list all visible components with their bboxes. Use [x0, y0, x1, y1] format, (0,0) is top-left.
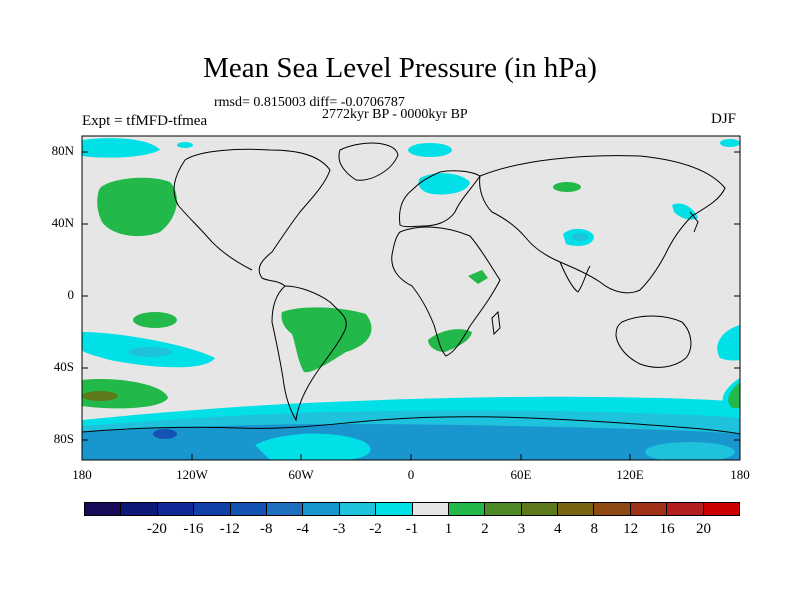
colorbar-swatch	[85, 503, 122, 515]
colorbar-label: 12	[623, 521, 639, 537]
colorbar-label: -2	[369, 521, 382, 537]
colorbar-swatch	[485, 503, 522, 515]
lon-label-60w: 60W	[288, 467, 314, 482]
south-africa-green	[428, 329, 472, 352]
colorbar	[84, 502, 740, 516]
experiment-label: Expt = tfMFD-tfmea	[82, 113, 208, 129]
colorbar-swatch	[266, 503, 304, 515]
colorbar-label: 1	[444, 521, 453, 537]
colorbar-label: -3	[332, 521, 346, 537]
lon-label-0: 0	[407, 467, 415, 482]
lat-label-80s: 80S	[53, 431, 74, 446]
japan-cyan	[672, 203, 698, 220]
east-africa-green	[468, 270, 488, 284]
north-america-coast	[173, 148, 331, 287]
south-america-coast	[271, 285, 347, 422]
greenland-coast	[338, 142, 399, 181]
lon-label-180w: 180	[72, 467, 92, 482]
southern-cyan-patch	[255, 433, 371, 460]
asia-green	[553, 182, 581, 192]
lat-label-80n: 80N	[51, 143, 74, 158]
lat-label-0: 0	[67, 287, 75, 302]
colorbar-label: -4	[296, 521, 309, 537]
lat-label-40s: 40S	[53, 359, 74, 374]
colorbar-swatch	[121, 503, 158, 515]
lon-label-60e: 60E	[510, 467, 532, 482]
south-pacific-blue	[128, 347, 172, 357]
colorbar-swatch	[230, 503, 267, 515]
map-title: Mean Sea Level Pressure (in hPa)	[203, 52, 597, 84]
south-america-green	[281, 307, 372, 373]
lat-label-40n: 40N	[51, 215, 74, 230]
colorbar-swatch	[376, 503, 413, 515]
arctic-cyan-1	[82, 138, 160, 158]
north-pacific-green	[97, 177, 177, 237]
colorbar-label: -20	[146, 521, 167, 537]
colorbar-swatch	[339, 503, 377, 515]
colorbar-swatch	[412, 503, 449, 515]
colorbar-label: -12	[219, 521, 240, 537]
australia-coast	[615, 315, 692, 368]
colorbar-label: 16	[659, 521, 675, 537]
lon-label-120w: 120W	[176, 467, 208, 482]
south-pacific-olive	[82, 391, 118, 401]
scandinavia-cyan	[418, 173, 470, 195]
pacific-green-small	[133, 312, 177, 328]
madagascar-coast	[491, 310, 501, 336]
east-edge-green	[728, 382, 740, 408]
colorbar-label: 2	[481, 521, 489, 537]
colorbar-swatch	[594, 503, 631, 515]
time-period: 2772kyr BP - 0000kyr BP	[322, 107, 468, 122]
colorbar-swatch	[521, 503, 559, 515]
arctic-cyan-4	[720, 139, 740, 147]
southern-blue-spot	[153, 429, 177, 439]
indian-peninsula	[559, 261, 591, 293]
antarctica-coast	[82, 416, 740, 435]
colorbar-swatch	[448, 503, 486, 515]
asia-coast	[479, 155, 726, 294]
axis-ticks	[81, 151, 741, 460]
colorbar-label: -8	[259, 521, 273, 537]
south-pacific-green	[82, 379, 168, 409]
colorbar-label: 20	[696, 521, 712, 537]
arctic-cyan-2	[177, 142, 193, 148]
tibet-blue	[572, 233, 588, 241]
colorbar-swatch	[303, 503, 340, 515]
colorbar-swatch	[703, 503, 740, 515]
southern-cyan-patch-2	[645, 442, 735, 460]
arctic-cyan-3	[408, 143, 452, 157]
colorbar-label: 8	[590, 521, 598, 537]
colorbar-label: 3	[517, 521, 526, 537]
lon-label-180e: 180	[730, 467, 750, 482]
season-label: DJF	[711, 111, 737, 127]
lon-label-120e: 120E	[616, 467, 644, 482]
rmsd-diff-stats: rmsd= 0.815003 diff= -0.0706787	[214, 95, 405, 110]
southern-midblue-band	[82, 424, 740, 460]
africa-coast	[391, 226, 501, 357]
colorbar-label: -16	[183, 521, 204, 537]
colorbar-swatch	[630, 503, 668, 515]
colorbar-label: 4	[554, 521, 562, 537]
colorbar-label: -1	[405, 521, 419, 537]
east-edge-cyan	[717, 325, 740, 361]
colorbar-swatch	[194, 503, 231, 515]
colorbar-swatch	[558, 503, 595, 515]
coastlines	[82, 142, 740, 435]
colorbar-swatch	[667, 503, 704, 515]
japan-coast	[689, 211, 699, 233]
colorbar-swatch	[157, 503, 195, 515]
